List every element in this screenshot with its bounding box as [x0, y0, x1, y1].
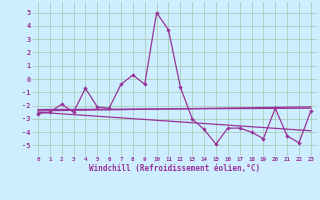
- X-axis label: Windchill (Refroidissement éolien,°C): Windchill (Refroidissement éolien,°C): [89, 164, 260, 173]
